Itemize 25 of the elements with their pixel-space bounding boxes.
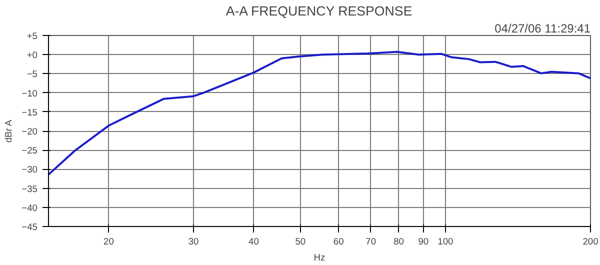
x-tick-label: 90 bbox=[418, 236, 429, 246]
x-tick-label: 40 bbox=[248, 236, 259, 246]
y-tick-label: −15 bbox=[22, 107, 38, 118]
y-tick-label: −35 bbox=[22, 184, 38, 194]
y-axis-title: dBr A bbox=[4, 119, 14, 143]
x-tick-label: 20 bbox=[104, 236, 114, 246]
y-tick-label: −10 bbox=[22, 88, 38, 98]
y-tick-label: −5 bbox=[26, 69, 38, 80]
y-tick-label: −45 bbox=[22, 222, 38, 232]
y-tick-label: −20 bbox=[22, 126, 38, 136]
chart-title: A-A FREQUENCY RESPONSE bbox=[226, 4, 412, 18]
x-tick-label: 50 bbox=[295, 236, 306, 246]
x-tick-label: 200 bbox=[582, 236, 598, 246]
x-tick-label: 70 bbox=[366, 236, 376, 246]
x-tick-label: 30 bbox=[188, 236, 199, 246]
x-tick-label: 60 bbox=[333, 236, 344, 246]
annotation: 04/27/06 11:29:41 bbox=[494, 22, 591, 36]
y-tick-label: −40 bbox=[22, 202, 38, 213]
y-tick-label: +5 bbox=[26, 31, 38, 41]
x-axis-title: Hz bbox=[314, 252, 326, 262]
x-tick-label: 80 bbox=[394, 236, 404, 246]
x-tick-label: 100 bbox=[438, 236, 454, 246]
y-tick-label: −30 bbox=[22, 164, 38, 175]
y-tick-label: −25 bbox=[22, 146, 38, 156]
y-tick-label: +0 bbox=[26, 50, 38, 60]
